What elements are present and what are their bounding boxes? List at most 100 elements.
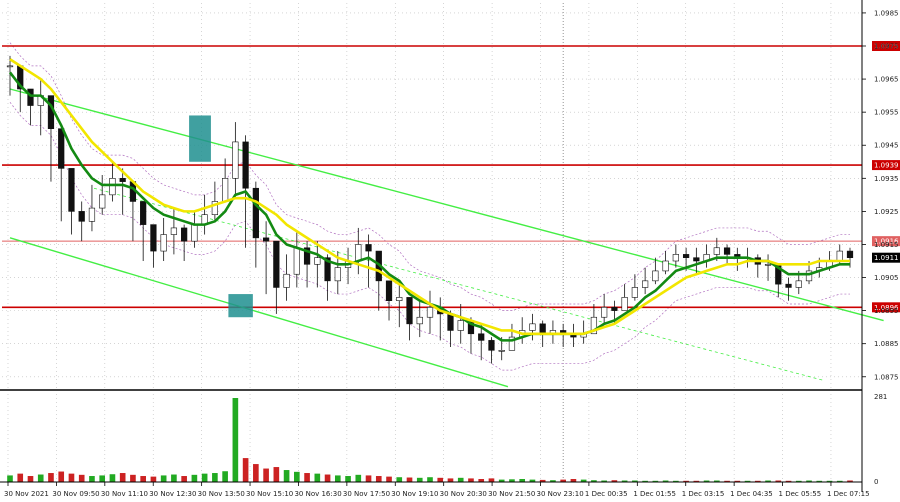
candle-body <box>119 178 126 182</box>
volume-bar <box>314 473 321 482</box>
volume-bar <box>181 476 187 482</box>
candle-body <box>631 287 638 298</box>
price-tick-label: 1.0915 <box>874 241 899 249</box>
candle-body <box>252 187 259 239</box>
volume-bar <box>27 476 34 482</box>
current-price-label: 1.0911 <box>874 254 899 262</box>
volume-bar <box>273 467 280 482</box>
candle-body <box>426 307 434 318</box>
signal-box <box>189 115 211 162</box>
volume-bar <box>519 479 526 482</box>
candle-body <box>836 250 843 262</box>
current-price-bg <box>872 252 900 263</box>
candle-body <box>160 234 167 252</box>
candle-body <box>672 254 679 262</box>
volume-bar <box>99 475 106 482</box>
volume-bar <box>744 480 751 482</box>
candle-body <box>611 307 618 311</box>
time-tick-label: 1 Dec 07:15 <box>827 490 870 498</box>
price-tick-label: 1.0905 <box>874 274 899 282</box>
time-tick-label: 30 Nov 21:50 <box>488 490 535 498</box>
volume-bar <box>222 471 228 482</box>
volume-bar <box>601 480 607 482</box>
volume-bar <box>662 480 669 482</box>
candle-body <box>846 250 854 258</box>
volume-bar <box>591 480 597 482</box>
candle-body <box>795 280 802 288</box>
volume-bar <box>386 476 392 482</box>
time-tick-label: 30 Nov 19:10 <box>391 490 438 498</box>
price-tick-label: 1.0965 <box>874 76 899 84</box>
volume-bar <box>396 477 403 482</box>
volume-bar <box>847 480 853 482</box>
level-label-bg <box>872 41 900 51</box>
level-label: 1.0916 <box>874 238 899 246</box>
candle-body <box>652 270 659 282</box>
candle-body <box>88 207 96 222</box>
time-tick-label: 30 Nov 13:50 <box>198 490 245 498</box>
candle-body <box>222 178 229 202</box>
candle-body <box>590 316 598 335</box>
volume-bar <box>632 480 638 482</box>
candle-body <box>447 313 454 331</box>
volume-bar <box>611 480 618 482</box>
volume-bar <box>201 473 208 482</box>
volume-bar <box>345 476 351 482</box>
candle-body <box>27 88 34 106</box>
candle-body <box>508 336 516 351</box>
trend-channel <box>9 88 884 388</box>
time-tick-label: 30 Nov 15:10 <box>246 490 293 498</box>
volume-bar <box>714 480 720 482</box>
volume-bar <box>150 476 157 482</box>
volume-bar <box>765 480 771 482</box>
volume-bar <box>78 474 85 482</box>
time-tick-label: 1 Dec 04:35 <box>730 490 773 498</box>
candle-body <box>334 267 341 282</box>
price-tick-label: 1.0925 <box>874 208 899 216</box>
volume-bar <box>242 458 249 482</box>
time-tick-label: 30 Nov 20:30 <box>440 490 487 498</box>
volume-bar <box>283 470 290 482</box>
candle-body <box>273 240 280 288</box>
candle-body <box>488 340 495 351</box>
volume-bar <box>693 480 700 482</box>
volume-bar <box>457 477 464 482</box>
candle-body <box>396 297 403 301</box>
price-tick-label: 1.0895 <box>874 307 899 315</box>
volume-bar <box>294 471 300 482</box>
axes <box>0 0 863 492</box>
candle-body <box>601 307 608 318</box>
candle-body <box>303 247 311 265</box>
price-tick-label: 1.0935 <box>874 175 899 183</box>
price-tick-label: 1.0885 <box>874 340 899 348</box>
candle-body <box>6 65 14 68</box>
volume-bar <box>652 480 659 482</box>
volume-bar <box>550 480 556 482</box>
candle-body <box>805 270 813 282</box>
volume-bar <box>324 474 331 482</box>
volume-bar <box>498 479 505 482</box>
candle-body <box>764 264 772 266</box>
price-tick-label: 1.0875 <box>874 373 899 381</box>
time-tick-label: 30 Nov 17:50 <box>343 490 390 498</box>
volume-bar <box>468 478 474 482</box>
volume-bar <box>816 480 823 482</box>
time-tick-label: 1 Dec 01:55 <box>633 490 676 498</box>
candle-body <box>78 211 85 222</box>
time-tick-label: 30 Nov 2021 <box>4 490 49 498</box>
candle-body <box>293 247 300 275</box>
time-tick-label: 30 Nov 23:10 <box>537 490 584 498</box>
volume-bar <box>253 464 259 482</box>
time-tick-label: 1 Dec 00:35 <box>585 490 628 498</box>
volume-tick-label: 281 <box>874 393 887 401</box>
volume-bar <box>570 479 577 482</box>
volume-bar <box>826 480 833 482</box>
volume-bar <box>119 473 126 482</box>
volume-bar <box>68 473 75 482</box>
volume-bar <box>529 479 536 482</box>
volume-bar <box>355 474 362 482</box>
candle-body <box>262 237 270 242</box>
candle-body <box>682 254 690 258</box>
